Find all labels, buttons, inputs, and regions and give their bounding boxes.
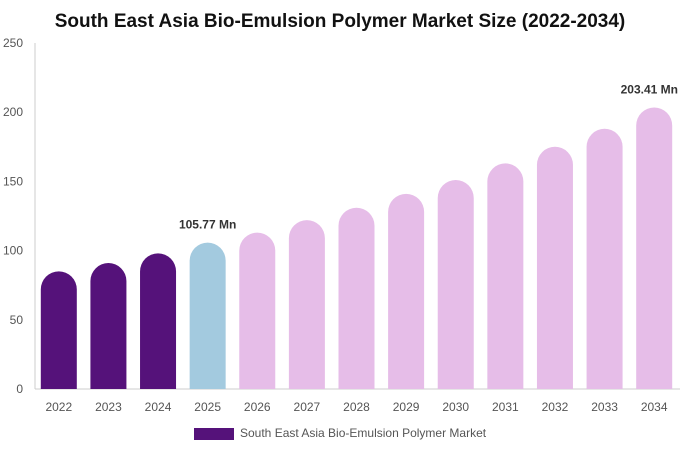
y-tick-label: 0 xyxy=(16,382,23,396)
bar-2022 xyxy=(40,271,77,389)
x-tick-label: 2023 xyxy=(95,400,122,414)
bar-2031 xyxy=(487,163,524,389)
x-tick-label: 2022 xyxy=(45,400,72,414)
x-tick-label: 2033 xyxy=(591,400,618,414)
bar-2030 xyxy=(437,180,474,389)
x-tick-label: 2026 xyxy=(244,400,271,414)
chart-title: South East Asia Bio-Emulsion Polymer Mar… xyxy=(55,11,626,32)
bar-2033 xyxy=(586,128,623,390)
legend-swatch xyxy=(194,428,234,440)
y-axis: 0 50 100 150 200 250 xyxy=(3,36,36,396)
bar-2023 xyxy=(90,263,127,389)
bars xyxy=(40,107,673,390)
bar-2034 xyxy=(636,107,673,389)
bar-2025 xyxy=(189,242,226,389)
y-tick-label: 200 xyxy=(3,105,23,119)
data-label-2034: 203.41 Mn xyxy=(621,82,678,96)
data-label-2025: 105.77 Mn xyxy=(179,218,236,232)
bar-2024 xyxy=(140,253,177,389)
bar-2028 xyxy=(338,207,375,389)
legend-label: South East Asia Bio-Emulsion Polymer Mar… xyxy=(240,426,487,440)
x-tick-label: 2028 xyxy=(343,400,370,414)
y-tick-label: 50 xyxy=(10,313,24,327)
y-tick-label: 100 xyxy=(3,244,23,258)
y-tick-label: 150 xyxy=(3,174,23,188)
x-axis: 2022 2023 2024 2025 2026 2027 2028 2029 2030 2031… xyxy=(35,388,680,414)
x-tick-label: 2034 xyxy=(641,400,668,414)
bar-2032 xyxy=(536,146,573,389)
x-tick-label: 2031 xyxy=(492,400,519,414)
data-labels: 105.77 Mn 203.41 Mn xyxy=(179,82,678,231)
x-tick-label: 2032 xyxy=(542,400,569,414)
x-tick-label: 2025 xyxy=(194,400,221,414)
legend: South East Asia Bio-Emulsion Polymer Mar… xyxy=(194,426,487,440)
bar-2026 xyxy=(239,232,276,389)
x-tick-label: 2027 xyxy=(294,400,321,414)
x-tick-label: 2024 xyxy=(145,400,172,414)
bar-2027 xyxy=(288,220,325,389)
x-tick-label: 2030 xyxy=(442,400,469,414)
bar-2029 xyxy=(388,193,425,389)
x-tick-label: 2029 xyxy=(393,400,420,414)
y-tick-label: 250 xyxy=(3,36,23,50)
